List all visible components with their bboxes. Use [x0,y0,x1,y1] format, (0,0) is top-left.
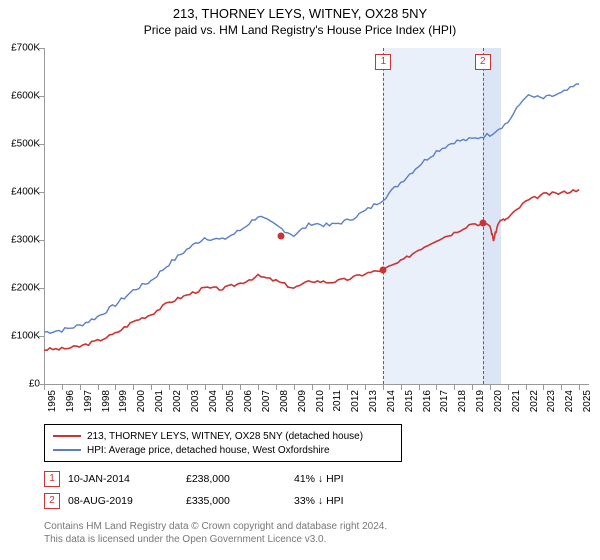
y-tick-label: £100K [4,331,40,342]
sale-price-2: £335,000 [186,495,286,507]
x-tick-label: 2013 [368,390,379,412]
legend-swatch-property [53,435,81,437]
sale-date-1: 10-JAN-2014 [68,473,178,485]
x-tick-label: 1995 [47,390,58,412]
chart-container: 213, THORNEY LEYS, WITNEY, OX28 5NY Pric… [0,0,600,560]
footer-line-1: Contains HM Land Registry data © Crown c… [44,520,387,533]
sale-pct-1: 41% ↓ HPI [294,473,404,485]
footer: Contains HM Land Registry data © Crown c… [44,520,387,546]
legend-row-property: 213, THORNEY LEYS, WITNEY, OX28 5NY (det… [53,429,393,443]
y-tick-label: £700K [4,43,40,54]
x-tick-label: 2005 [225,390,236,412]
chart-title: 213, THORNEY LEYS, WITNEY, OX28 5NY [0,0,600,21]
x-tick-label: 2017 [439,390,450,412]
x-tick-label: 2007 [261,390,272,412]
sale-marker-2: 2 [475,54,491,70]
x-tick-label: 2004 [208,390,219,412]
hpi-line [44,84,579,333]
x-tick-label: 2009 [297,390,308,412]
x-tick-label: 2008 [279,390,290,412]
sale-dot [479,220,486,227]
legend: 213, THORNEY LEYS, WITNEY, OX28 5NY (det… [44,424,402,462]
sale-price-1: £238,000 [186,473,286,485]
x-tick-label: 2023 [546,390,557,412]
chart-subtitle: Price paid vs. HM Land Registry's House … [0,21,600,37]
y-tick-label: £600K [4,91,40,102]
sale-date-2: 08-AUG-2019 [68,495,178,507]
x-tick-label: 2014 [386,390,397,412]
sales-table: 1 10-JAN-2014 £238,000 41% ↓ HPI 2 08-AU… [44,468,584,512]
x-tick-label: 2016 [422,390,433,412]
x-tick-label: 2015 [404,390,415,412]
y-tick-label: £200K [4,283,40,294]
sale-dot [380,266,387,273]
legend-label-hpi: HPI: Average price, detached house, West… [87,445,330,456]
x-tick-label: 2003 [190,390,201,412]
sale-marker-1: 1 [44,471,60,487]
x-tick-label: 2019 [475,390,486,412]
legend-swatch-hpi [53,449,81,451]
x-tick-label: 2020 [493,390,504,412]
legend-row-hpi: HPI: Average price, detached house, West… [53,443,393,457]
x-tick-label: 2012 [350,390,361,412]
sale-row-2: 2 08-AUG-2019 £335,000 33% ↓ HPI [44,490,584,512]
sale-dot [278,233,285,240]
chart-svg [44,48,588,384]
sale-marker-2: 2 [44,493,60,509]
property-line [44,190,579,351]
x-tick-label: 2024 [564,390,575,412]
legend-label-property: 213, THORNEY LEYS, WITNEY, OX28 5NY (det… [87,431,363,442]
x-tick-label: 1996 [65,390,76,412]
y-tick-label: £500K [4,139,40,150]
x-tick-label: 1999 [118,390,129,412]
sale-marker-1: 1 [375,54,391,70]
x-tick-label: 2002 [172,390,183,412]
sale-row-1: 1 10-JAN-2014 £238,000 41% ↓ HPI [44,468,584,490]
x-tick-label: 2022 [529,390,540,412]
x-tick-label: 2025 [582,390,593,412]
footer-line-2: This data is licensed under the Open Gov… [44,533,387,546]
x-tick-label: 2001 [154,390,165,412]
sale-pct-2: 33% ↓ HPI [294,495,404,507]
x-tick-label: 2006 [243,390,254,412]
y-tick-label: £0 [4,379,40,390]
x-tick-label: 2021 [511,390,522,412]
y-tick-label: £300K [4,235,40,246]
x-tick-label: 2000 [136,390,147,412]
x-tick-label: 2010 [315,390,326,412]
x-tick-label: 2018 [457,390,468,412]
x-tick-label: 2011 [332,390,343,412]
x-tick-label: 1998 [101,390,112,412]
y-tick-label: £400K [4,187,40,198]
x-tick-label: 1997 [83,390,94,412]
